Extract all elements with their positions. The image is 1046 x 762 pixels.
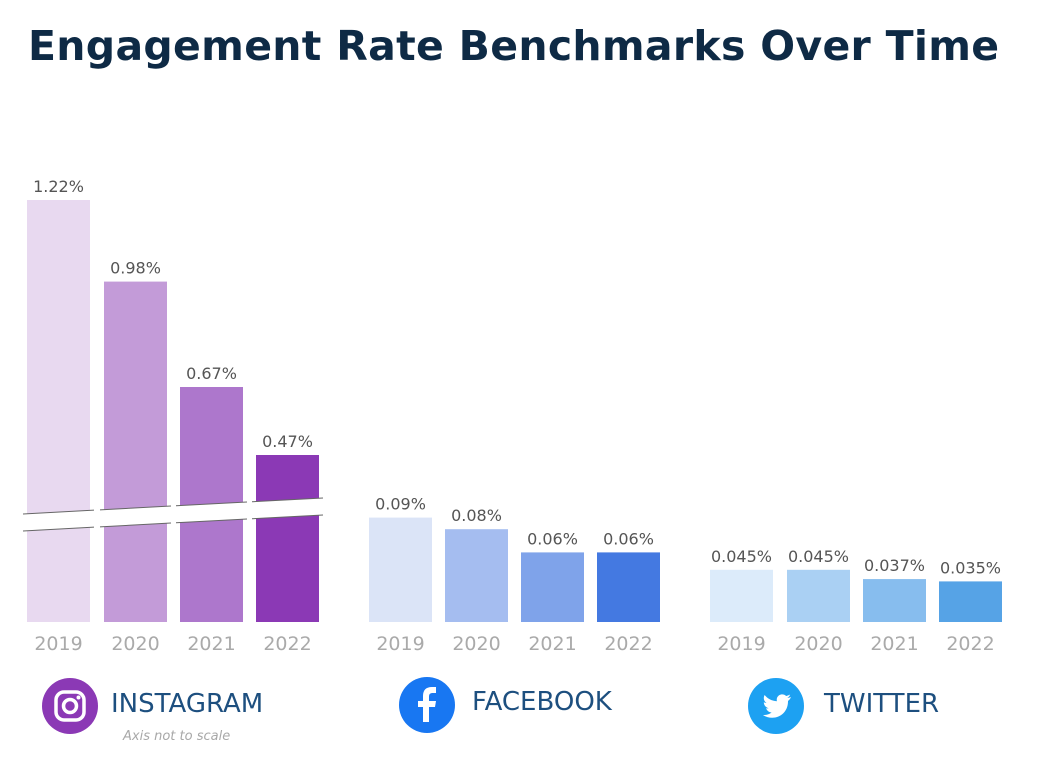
axis-break-line bbox=[175, 518, 248, 524]
axis-note: Axis not to scale bbox=[123, 729, 231, 744]
bar-twitter-2021 bbox=[863, 579, 926, 622]
bar-twitter-2022 bbox=[939, 581, 1002, 622]
facebook-label: FACEBOOK bbox=[472, 687, 612, 717]
bar-instagram-2020 bbox=[104, 281, 167, 622]
axis-break-line bbox=[251, 497, 324, 503]
x-tick-label: 2022 bbox=[946, 633, 994, 655]
bar-instagram-2019 bbox=[27, 200, 90, 622]
axis-break-gap bbox=[23, 510, 94, 531]
x-tick-label: 2020 bbox=[452, 633, 500, 655]
bar-facebook-2022 bbox=[597, 552, 660, 622]
data-label: 0.037% bbox=[864, 556, 925, 575]
axis-break-gap bbox=[100, 506, 171, 527]
data-label: 0.06% bbox=[527, 529, 578, 548]
axis-break-gap bbox=[252, 497, 323, 519]
data-label: 0.035% bbox=[940, 558, 1001, 577]
x-tick-label: 2022 bbox=[604, 633, 652, 655]
x-tick-label: 2020 bbox=[111, 633, 159, 655]
facebook-icon bbox=[399, 677, 455, 733]
twitter-label: TWITTER bbox=[824, 689, 940, 719]
bar-facebook-2019 bbox=[369, 517, 432, 622]
chart-title: Engagement Rate Benchmarks Over Time bbox=[28, 22, 1000, 70]
axis-break-line bbox=[22, 526, 95, 532]
axis-break-line bbox=[22, 509, 95, 515]
bar-twitter-2019 bbox=[710, 569, 773, 622]
x-tick-label: 2020 bbox=[794, 633, 842, 655]
data-label: 0.09% bbox=[375, 495, 426, 514]
x-tick-label: 2019 bbox=[717, 633, 765, 655]
data-label: 0.06% bbox=[603, 529, 654, 548]
data-label: 1.22% bbox=[33, 177, 84, 196]
data-label: 0.08% bbox=[451, 506, 502, 525]
axis-break-line bbox=[99, 522, 172, 528]
axis-break-gap bbox=[176, 502, 247, 523]
bar-facebook-2020 bbox=[445, 529, 508, 622]
bar-facebook-2021 bbox=[521, 552, 584, 622]
instagram-label: INSTAGRAM bbox=[111, 689, 264, 719]
x-tick-label: 2019 bbox=[34, 633, 82, 655]
instagram-icon bbox=[42, 678, 98, 734]
data-label: 0.045% bbox=[788, 547, 849, 566]
x-tick-label: 2019 bbox=[376, 633, 424, 655]
x-tick-label: 2021 bbox=[187, 633, 235, 655]
x-tick-label: 2021 bbox=[528, 633, 576, 655]
axis-break-line bbox=[175, 501, 248, 507]
data-label: 0.045% bbox=[711, 547, 772, 566]
x-tick-label: 2021 bbox=[870, 633, 918, 655]
bar-instagram-2022 bbox=[256, 455, 319, 622]
data-label: 0.98% bbox=[110, 259, 161, 278]
axis-break-line bbox=[99, 505, 172, 511]
x-tick-label: 2022 bbox=[263, 633, 311, 655]
bar-twitter-2020 bbox=[787, 569, 850, 622]
twitter-icon bbox=[748, 678, 804, 734]
data-label: 0.67% bbox=[186, 364, 237, 383]
axis-break-line bbox=[251, 514, 324, 520]
data-label: 0.47% bbox=[262, 432, 313, 451]
